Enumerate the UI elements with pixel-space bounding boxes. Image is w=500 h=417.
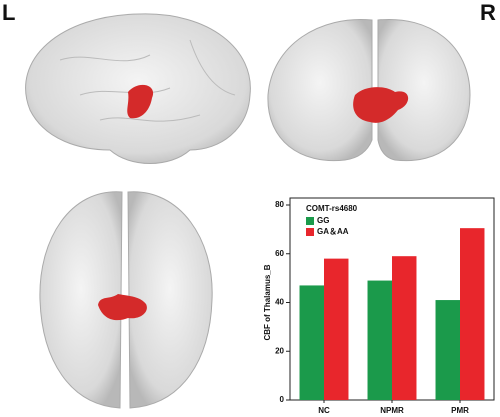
bar [435,300,460,400]
bar [392,256,417,400]
y-axis-label: CBF of Thalamus_B [263,264,272,340]
x-tick-label: NPMR [380,406,404,415]
y-tick-label: 0 [280,395,285,404]
brain-axial [39,191,213,409]
x-tick-label: NC [318,406,330,415]
bar [299,285,324,400]
bar [324,258,349,400]
legend-label: GG [317,216,329,225]
y-tick-label: 20 [275,346,284,355]
bar [460,228,485,400]
legend-label: GA＆AA [317,227,349,236]
legend-swatch [306,217,314,225]
panel-label: R [480,0,496,25]
brain-lateral [25,13,251,164]
y-tick-label: 60 [275,249,284,258]
bar [367,280,392,400]
x-tick-label: PMR [451,406,469,415]
y-tick-label: 40 [275,298,284,307]
legend-title: COMT-rs4680 [306,204,358,213]
panel-label: L [2,0,15,25]
legend-swatch [306,228,314,236]
brain-coronal [267,18,471,162]
y-tick-label: 80 [275,200,284,209]
bar-chart: 0 20 40 60 80 CBF of Thalamus_B NC NPMR PMR COMT-… [263,197,495,415]
